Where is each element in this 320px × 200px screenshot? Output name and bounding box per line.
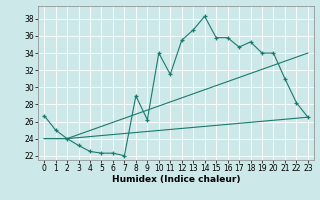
X-axis label: Humidex (Indice chaleur): Humidex (Indice chaleur)	[112, 175, 240, 184]
